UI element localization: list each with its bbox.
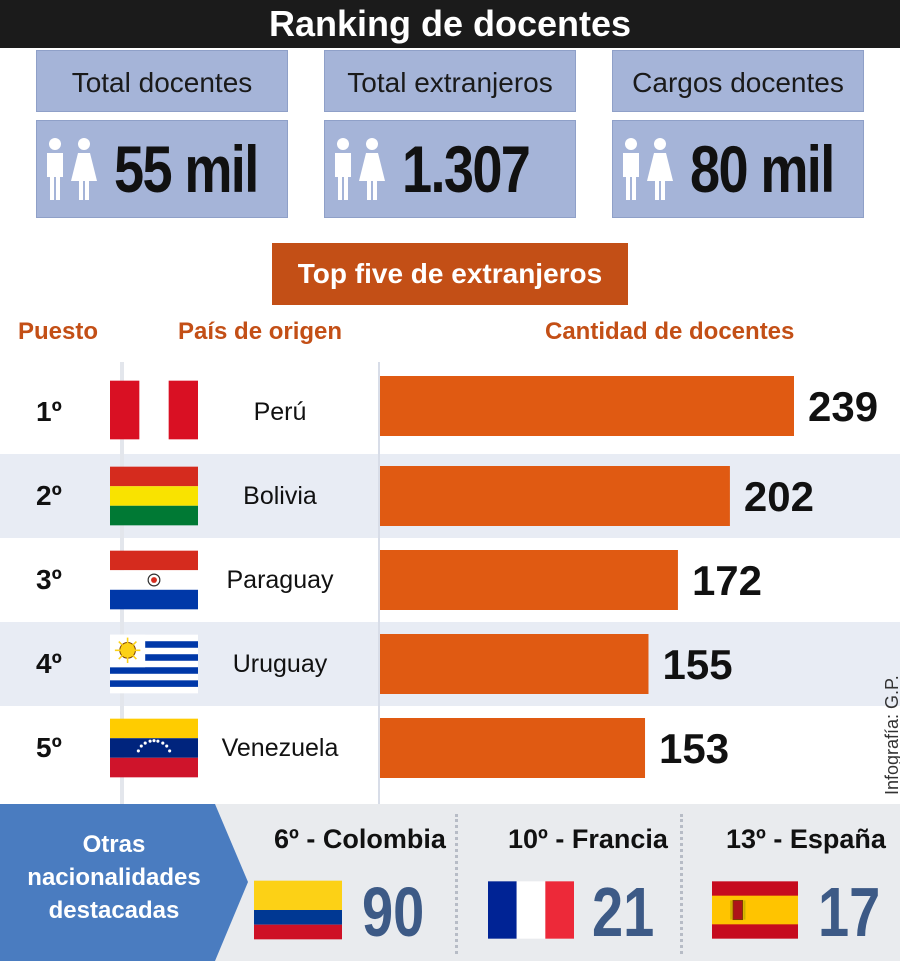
column-separator	[378, 362, 380, 804]
bar-value-label: 153	[659, 725, 729, 772]
bar-value-label: 155	[662, 641, 732, 688]
column-header-country: País de origen	[178, 318, 343, 345]
stat-value: 80 mil	[690, 132, 835, 206]
stat-value-box: 55 mil	[36, 120, 288, 218]
other-item-value: 90	[362, 873, 425, 951]
stat-label: Total docentes	[36, 50, 288, 112]
stat-label: Total extranjeros	[324, 50, 576, 112]
man-woman-icon	[47, 138, 97, 200]
page-title: Ranking de docentes	[0, 0, 900, 48]
man-woman-icon	[623, 138, 673, 200]
bar-chart: 239 202 172 155 153	[380, 376, 878, 778]
uruguay-flag	[110, 634, 198, 694]
rank-label: 5º	[36, 732, 62, 763]
rank-label: 4º	[36, 648, 62, 679]
country-label: Venezuela	[221, 734, 339, 762]
venezuela-flag	[110, 718, 198, 778]
stat-value: 1.307	[402, 132, 531, 206]
rank-label: 1º	[36, 396, 62, 427]
country-label: Paraguay	[226, 566, 334, 594]
france-flag	[488, 881, 574, 939]
divider	[680, 814, 683, 954]
bar-paraguay	[380, 550, 678, 610]
man-woman-icon	[335, 138, 385, 200]
colombia-flag	[254, 880, 342, 940]
country-label: Uruguay	[232, 650, 328, 678]
column-header-count: Cantidad de docentes	[545, 318, 795, 345]
spain-flag	[712, 881, 798, 939]
bar-uruguay	[380, 634, 649, 694]
other-item-value: 21	[592, 873, 655, 951]
rank-label: 3º	[36, 564, 62, 595]
stat-value-box: 1.307	[324, 120, 576, 218]
other-nationalities-label: Otras nacionalidades destacadas	[27, 831, 201, 924]
country-label: Perú	[253, 398, 307, 426]
rank-label: 2º	[36, 480, 62, 511]
credit-text: Infografía: G.P.	[882, 675, 900, 795]
stat-total-docentes: Total docentes 55 mil	[36, 50, 288, 218]
bar-bolivia	[380, 466, 730, 526]
top5-heading: Top five de extranjeros	[272, 243, 628, 305]
other-item-title: 10º - Francia	[508, 824, 668, 854]
other-item-title: 6º - Colombia	[274, 824, 446, 854]
stat-cargos-docentes: Cargos docentes 80 mil	[612, 50, 864, 218]
stat-value: 55 mil	[114, 132, 259, 206]
bar-value-label: 239	[808, 383, 878, 430]
bolivia-flag	[110, 466, 198, 526]
bar-perú	[380, 376, 794, 436]
divider	[455, 814, 458, 954]
bar-venezuela	[380, 718, 646, 778]
bar-value-label: 202	[744, 473, 814, 520]
other-nationalities-arrow	[0, 804, 248, 961]
bar-value-label: 172	[692, 557, 762, 604]
other-item-value: 17	[818, 873, 881, 951]
paraguay-flag	[110, 550, 198, 610]
country-label: Bolivia	[243, 482, 317, 510]
stat-value-box: 80 mil	[612, 120, 864, 218]
peru-flag	[110, 380, 198, 440]
stat-total-extranjeros: Total extranjeros 1.307	[324, 50, 576, 218]
other-item-title: 13º - España	[726, 824, 886, 854]
column-header-rank: Puesto	[18, 318, 99, 345]
stat-label: Cargos docentes	[612, 50, 864, 112]
